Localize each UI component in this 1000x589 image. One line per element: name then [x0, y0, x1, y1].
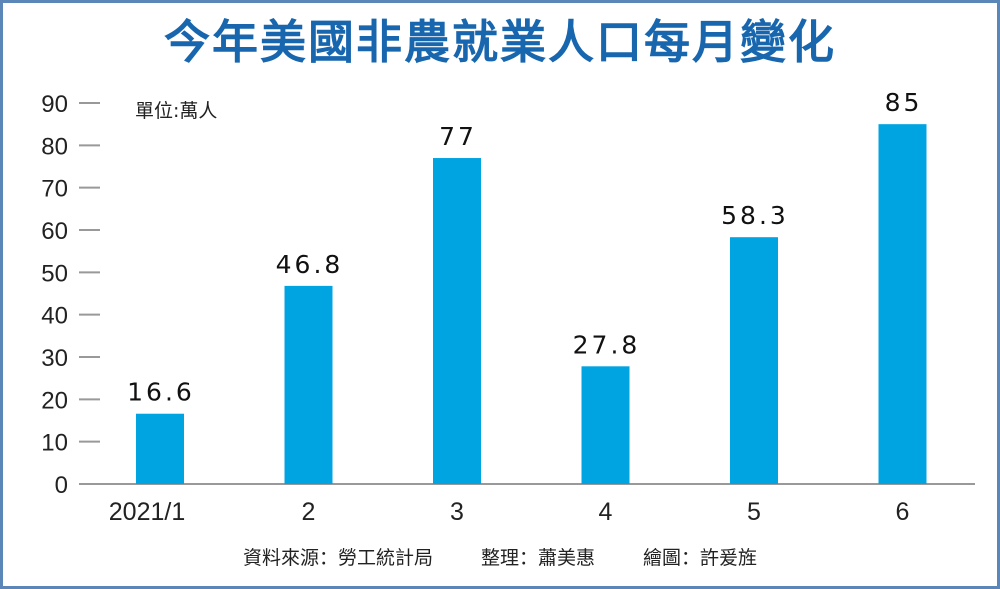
- bar: [730, 237, 778, 484]
- x-tick-label: 2021/1: [109, 498, 185, 526]
- unit-label: 單位:萬人: [135, 100, 218, 122]
- illustrator-credit: 繪圖：許爰旌: [643, 547, 758, 569]
- data-label: 77: [439, 122, 477, 151]
- chart-footer: 資料來源：勞工統計局 整理：蕭美惠 繪圖：許爰旌: [0, 543, 1000, 570]
- y-tick-label: 40: [41, 303, 68, 330]
- bar: [878, 124, 927, 485]
- bar: [136, 413, 184, 484]
- bar: [433, 158, 481, 485]
- y-tick-label: 30: [41, 345, 68, 372]
- data-label: 85: [885, 88, 923, 117]
- y-tick-label: 80: [41, 133, 68, 160]
- bar: [284, 285, 333, 484]
- source-credit: 資料來源：勞工統計局: [242, 547, 433, 569]
- x-tick-label: 6: [896, 498, 910, 526]
- editor-credit: 整理：蕭美惠: [480, 547, 595, 569]
- x-tick-label: 4: [599, 498, 613, 526]
- x-tick-label: 5: [747, 498, 761, 526]
- x-tick-label: 3: [450, 498, 464, 526]
- data-label: 46.8: [276, 250, 344, 279]
- y-tick-label: 10: [41, 430, 68, 457]
- y-tick-label: 0: [55, 472, 68, 499]
- x-tick-label: 2: [302, 498, 316, 526]
- bar: [581, 366, 630, 484]
- data-label: 58.3: [721, 201, 789, 230]
- data-label: 16.6: [127, 378, 195, 407]
- y-tick-label: 90: [41, 91, 68, 118]
- data-label: 27.8: [573, 330, 641, 359]
- chart-title: 今年美國非農就業人口每月變化: [164, 15, 836, 69]
- y-tick-label: 60: [41, 218, 68, 245]
- y-tick-label: 70: [41, 176, 68, 203]
- y-tick-label: 20: [41, 387, 68, 414]
- y-tick-label: 50: [41, 260, 68, 287]
